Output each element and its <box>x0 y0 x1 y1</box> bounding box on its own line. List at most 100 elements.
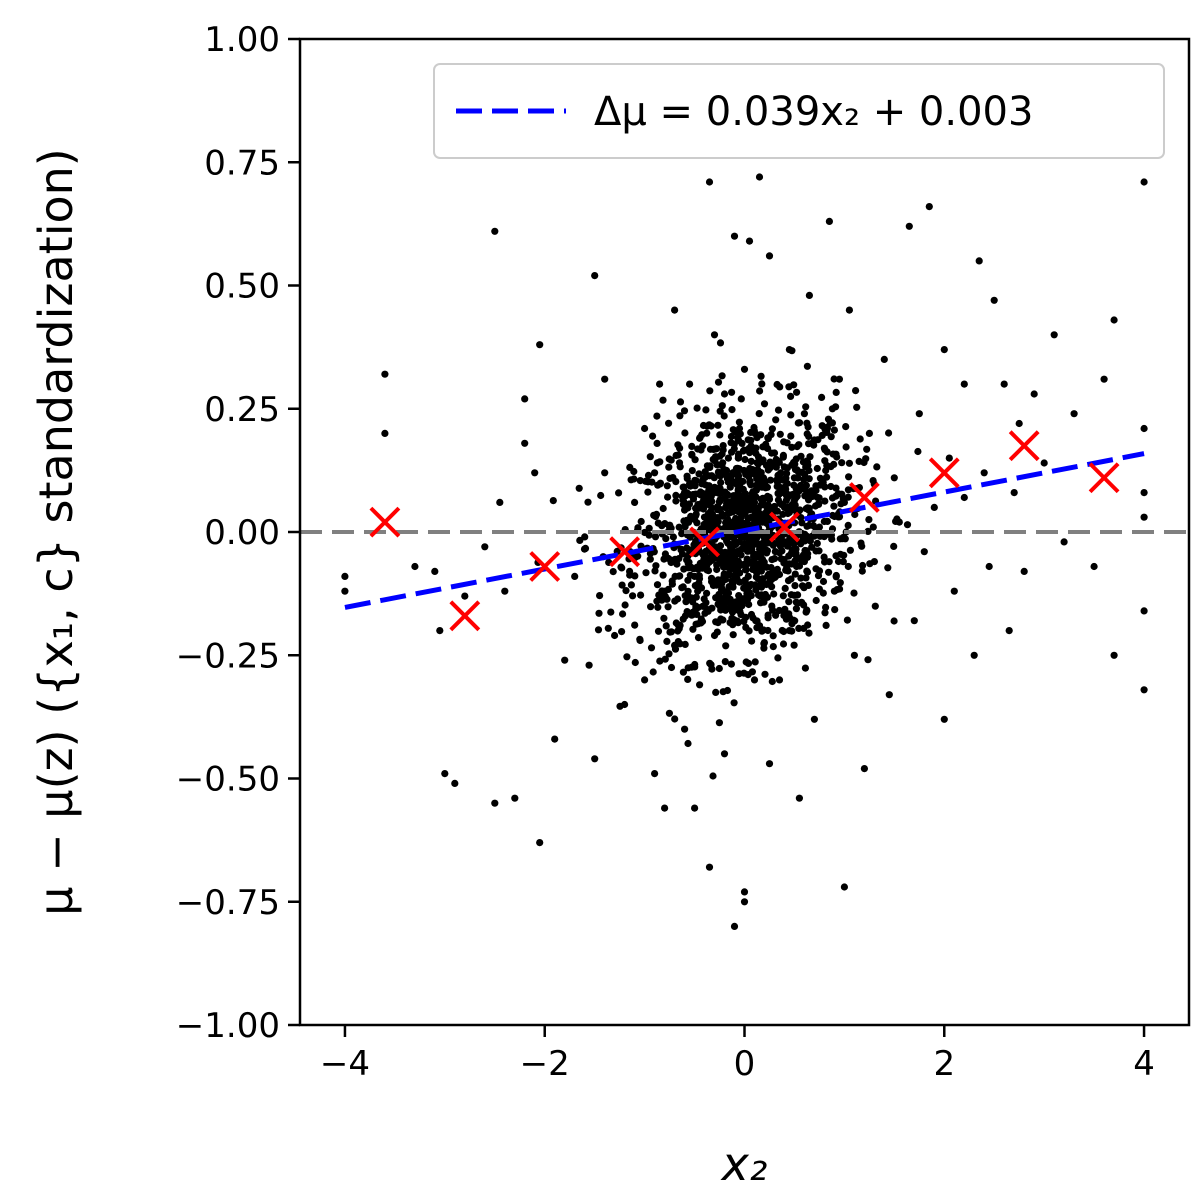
scatter-point <box>672 497 680 505</box>
scatter-point <box>1100 375 1108 383</box>
scatter-point <box>761 670 769 678</box>
scatter-point <box>830 587 839 595</box>
scatter-point <box>764 614 772 622</box>
scatter-point <box>707 422 715 430</box>
scatter-point <box>851 510 859 519</box>
scatter-point <box>684 576 692 584</box>
binned-mean-marker <box>769 511 800 543</box>
scatter-point <box>816 481 824 489</box>
scatter-point <box>695 470 703 478</box>
scatter-point <box>805 629 813 637</box>
scatter-point <box>653 412 661 420</box>
scatter-point <box>845 473 853 481</box>
scatter-point <box>667 628 676 636</box>
scatter-point <box>615 489 623 497</box>
scatter-point <box>805 475 813 483</box>
scatter-point <box>797 481 805 490</box>
scatter-point <box>694 634 703 642</box>
scatter-point <box>785 627 794 635</box>
scatter-point <box>667 456 675 464</box>
scatter-point <box>626 567 634 576</box>
scatter-point <box>676 444 684 452</box>
scatter-point <box>681 429 689 437</box>
scatter-point <box>808 487 816 495</box>
y-tick-label: −0.50 <box>176 760 280 800</box>
binned-mean-stroke <box>848 482 880 513</box>
x-tick-label: −2 <box>520 1044 570 1084</box>
scatter-point <box>990 296 998 304</box>
scatter-point <box>752 586 760 594</box>
scatter-point <box>431 567 439 576</box>
scatter-point <box>681 640 689 649</box>
scatter-point <box>631 498 639 506</box>
scatter-point <box>653 581 662 589</box>
scatter-point <box>668 580 677 588</box>
scatter-point <box>536 839 544 847</box>
scatter-point <box>745 536 753 544</box>
scatter-point <box>669 533 678 541</box>
scatter-point <box>760 400 769 408</box>
scatter-point <box>795 487 803 495</box>
scatter-point <box>739 485 747 493</box>
scatter-point <box>665 463 673 471</box>
scatter-point <box>664 493 672 501</box>
scatter-point <box>748 543 756 551</box>
scatter-point <box>764 572 772 580</box>
scatter-point <box>716 431 724 439</box>
scatter-point <box>672 478 680 486</box>
scatter-point <box>715 469 724 477</box>
scatter-point <box>665 650 673 658</box>
scatter-point <box>685 518 693 526</box>
scatter-point <box>716 407 724 415</box>
scatter-point <box>728 478 736 486</box>
scatter-point <box>864 656 872 664</box>
scatter-point <box>769 632 777 640</box>
scatter-point <box>792 605 801 613</box>
scatter-point <box>768 602 776 610</box>
plot-area <box>300 173 1189 931</box>
scatter-point <box>815 567 824 575</box>
scatter-point <box>709 772 717 780</box>
scatter-point <box>770 590 778 598</box>
scatter-point <box>712 594 720 602</box>
scatter-point <box>770 567 779 576</box>
scatter-point <box>733 603 741 611</box>
scatter-point <box>700 503 708 511</box>
scatter-point <box>859 561 867 570</box>
scatter-point <box>714 421 722 429</box>
scatter-point <box>836 579 844 587</box>
scatter-point <box>747 610 756 619</box>
scatter-point <box>693 404 701 412</box>
y-tick-label: 0.50 <box>204 267 280 307</box>
scatter-point <box>660 555 668 563</box>
scatter-point <box>536 341 544 349</box>
scatter-point <box>776 383 784 391</box>
scatter-point <box>800 476 808 484</box>
binned-mean-marker <box>609 536 641 568</box>
scatter-point <box>985 562 993 571</box>
scatter-point <box>703 566 711 574</box>
scatter-point <box>840 883 849 891</box>
scatter-point <box>706 659 714 667</box>
scatter-point <box>1090 562 1098 571</box>
scatter-point <box>1140 607 1148 615</box>
scatter-point <box>790 641 798 649</box>
scatter-point <box>707 492 715 500</box>
scatter-point <box>765 760 774 768</box>
scatter-point <box>884 564 892 572</box>
scatter-point <box>787 550 795 558</box>
scatter-point <box>838 459 846 467</box>
scatter-point <box>776 430 784 438</box>
scatter-point <box>551 735 559 743</box>
scatter-point <box>920 548 928 556</box>
scatter-point <box>774 490 782 498</box>
scatter-point <box>763 483 772 491</box>
scatter-point <box>727 439 735 447</box>
scatter-point <box>708 665 716 673</box>
scatter-point <box>787 392 795 400</box>
scatter-point <box>890 617 898 625</box>
scatter-point <box>688 442 696 450</box>
scatter-point <box>940 715 948 723</box>
scatter-point <box>860 765 869 773</box>
scatter-point <box>775 676 784 684</box>
